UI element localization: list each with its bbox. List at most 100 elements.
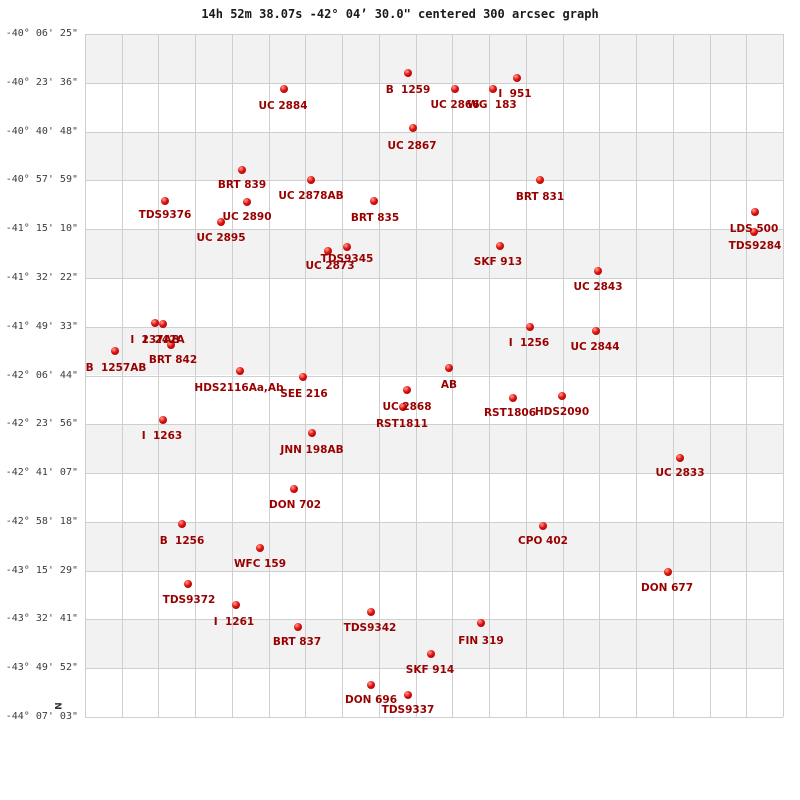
gridline-horizontal [85,375,783,377]
star-point [307,176,315,184]
y-axis-tick-label: -42° 58' 18" [5,515,78,527]
star-label: B 1257AB [85,361,147,374]
star-label: TDS9345 [320,252,374,265]
gridline-horizontal [85,424,783,426]
star-point [217,218,225,226]
star-point [243,198,251,206]
star-label: SKF 914 [405,663,455,676]
star-label: I 1263 [141,429,183,442]
star-point [256,544,264,552]
star-label: I 1261 [213,615,255,628]
star-label: TDS9337 [381,703,435,716]
star-label: HDS2090 [534,405,590,418]
gridline-vertical [783,34,784,717]
y-axis-tick-label: -43° 32' 41" [5,613,78,625]
star-point [151,319,159,327]
gridline-horizontal [85,473,783,475]
star-point [664,568,672,576]
y-axis-tick-label: -44° 07' 03" [5,711,78,722]
star-label: SEE 216 [280,387,328,400]
gridline-horizontal [85,131,783,133]
star-point [308,429,316,437]
star-label: TDS9342 [343,621,397,634]
star-point [403,386,411,394]
star-point [404,69,412,77]
star-point [159,416,167,424]
gridline-horizontal [85,326,783,328]
chart-title: 14h 52m 38.07s -42° 04’ 30.0" centered 3… [201,7,599,21]
shaded-band [85,521,783,571]
y-axis-tick-label: -43° 15' 29" [5,564,78,576]
star-label: AB [440,378,458,391]
shaded-band [85,131,783,181]
star-label: DON 677 [640,581,694,594]
star-point [750,228,758,236]
star-point [184,580,192,588]
shaded-band [85,424,783,474]
gridline-horizontal [85,229,783,231]
star-label: UC 2867 [387,139,437,152]
star-label: UC 2884 [258,99,308,112]
star-label: BRT 831 [515,190,565,203]
y-axis-tick-label: -41° 32' 22" [5,271,78,283]
star-point [404,691,412,699]
star-label: UC 2890 [222,210,272,223]
y-axis-tick-label: -43° 49' 52" [5,662,78,674]
gridline-horizontal [85,82,783,84]
star-label: BRT 837 [272,635,322,648]
gridline-horizontal [85,668,783,670]
star-point [159,320,167,328]
star-point [236,367,244,375]
gridline-horizontal [85,34,783,35]
star-point [536,176,544,184]
star-label: UC 2868 [382,400,432,413]
star-point [509,394,517,402]
star-point [367,681,375,689]
star-label: TDS9284 [728,239,782,252]
star-point [232,601,240,609]
star-label: UC 2895 [196,231,246,244]
star-label: I 237AB [130,333,180,346]
star-point [324,247,332,255]
star-label: BRT 842 [148,353,198,366]
shaded-band [85,34,783,83]
north-indicator: N [51,702,62,710]
y-axis-tick-label: -40° 06' 25" [5,28,78,39]
star-label: I 242A [143,333,185,346]
star-label: HDS2116Aa,Ab [194,381,284,394]
star-point [178,520,186,528]
y-axis-tick-label: -40° 57' 59" [5,174,78,186]
star-label: TDS9372 [162,593,216,606]
star-point [445,364,453,372]
star-point [409,124,417,132]
star-point [280,85,288,93]
star-point [367,608,375,616]
star-label: UC 2833 [655,466,705,479]
star-point [513,74,521,82]
star-point [299,373,307,381]
star-label: FIN 319 [458,634,504,647]
star-label: UC 2878AB [278,189,344,202]
star-label: I 951 [498,87,532,100]
star-point [427,650,435,658]
star-label: UC 2844 [570,340,620,353]
star-label: I 1256 [508,336,550,349]
star-label: UC 2843 [573,280,623,293]
star-point [294,623,302,631]
y-axis-tick-label: -40° 23' 36" [5,76,78,88]
shaded-band [85,619,783,669]
star-label: B 1256 [159,534,205,547]
star-point [111,347,119,355]
y-axis-tick-label: -42° 41' 07" [5,467,78,479]
gridline-horizontal [85,570,783,572]
star-point [489,85,497,93]
star-point [167,341,175,349]
y-axis-tick-label: -42° 06' 44" [5,369,78,381]
y-axis-tick-label: -41° 15' 10" [5,223,78,235]
star-label: BRT 839 [217,178,267,191]
star-label: WG 183 [467,98,517,111]
star-label: WFC 159 [233,557,287,570]
star-label: TDS9376 [138,208,192,221]
star-label: SKF 913 [473,255,523,268]
